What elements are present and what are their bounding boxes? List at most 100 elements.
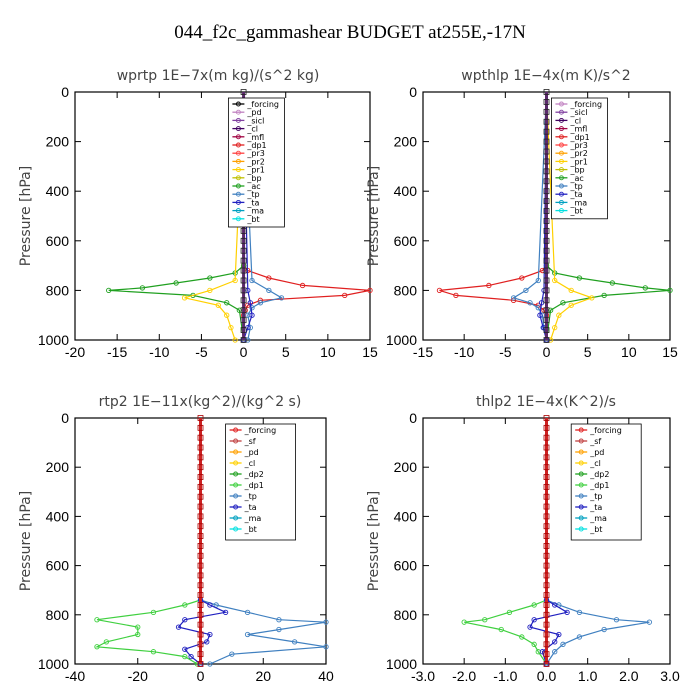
series-point [552, 639, 558, 645]
zero-profile-marker [543, 651, 550, 658]
legend-marker [235, 142, 241, 148]
series-point [609, 280, 616, 286]
legend-marker [235, 134, 241, 140]
series-point [568, 302, 574, 308]
x-tick-label: 5 [282, 344, 290, 360]
series-point [291, 639, 298, 645]
chart-panel-3: rtp2 1E−11x(kg^2)/(kg^2 s) Pressure [hPa]… [18, 394, 334, 684]
series-point [342, 292, 348, 299]
legend-label: _cl [569, 116, 581, 125]
legend-label: _sf [589, 437, 601, 446]
legend-label: _forcing [569, 100, 602, 109]
x-tick-label: 5 [584, 344, 592, 360]
x-tick-label: 15 [362, 344, 378, 360]
zero-profile-marker [543, 552, 550, 559]
series-point [103, 639, 110, 645]
zero-profile-marker [240, 267, 247, 274]
legend-box [225, 423, 297, 541]
zero-profile-marker [197, 523, 204, 530]
legend-label: _dp1 [244, 481, 264, 490]
series-point [537, 312, 543, 318]
legend-label: _pd [589, 448, 604, 457]
zero-profile-marker [543, 582, 550, 589]
legend-label: _dp1 [569, 133, 589, 142]
panel-title: wprtp 1E−7x(m kg)/(s^2 kg) [117, 68, 320, 84]
legend-marker [233, 482, 239, 488]
series-point [276, 626, 282, 633]
figure-title: 044_f2c_gammashear BUDGET at255E,-17N [174, 22, 526, 43]
legend-label: _mfl [569, 125, 587, 134]
zero-profile-marker [197, 562, 204, 569]
series-point [498, 626, 504, 633]
legend-label: _ac [246, 182, 260, 191]
y-axis-label: Pressure [hPa] [18, 491, 34, 591]
zero-profile-marker [543, 218, 550, 224]
series-point [249, 305, 255, 311]
legend-label: _ta [569, 190, 582, 199]
zero-profile-marker [543, 533, 550, 539]
x-tick-label: -20 [128, 668, 148, 684]
legend-marker [558, 158, 564, 164]
legend-label: _forcing [244, 426, 277, 435]
y-tick-label: 200 [394, 459, 418, 475]
zero-profile-marker [240, 337, 247, 343]
zero-profile-marker [197, 641, 204, 648]
zero-profile-marker [543, 148, 550, 155]
series-point [560, 300, 566, 306]
series-point [213, 602, 219, 608]
y-tick-label: 400 [46, 183, 70, 199]
legend-marker [235, 109, 241, 115]
x-tick-label: 20 [255, 668, 271, 684]
legend-marker [233, 427, 239, 433]
series-point [436, 287, 443, 294]
legend-marker [235, 183, 241, 189]
series-point [552, 649, 558, 655]
series-point [552, 602, 558, 608]
zero-profile-marker [197, 454, 204, 461]
series-point [576, 275, 583, 281]
x-tick-label: -5 [499, 344, 512, 360]
series-point [249, 277, 255, 284]
series-point [182, 617, 188, 623]
y-tick-label: 200 [46, 459, 70, 475]
series-point [232, 337, 238, 343]
legend-marker [578, 493, 584, 499]
x-tick-label: 15 [662, 344, 678, 360]
series-point [613, 617, 620, 623]
y-tick-label: 200 [46, 134, 70, 150]
zero-profile-marker [197, 543, 204, 549]
legend-label: _bt [246, 215, 259, 224]
series-point [535, 277, 541, 284]
series-point [367, 287, 373, 294]
legend-label: _ma [246, 207, 264, 216]
x-tick-label: -20 [65, 344, 85, 360]
series-point [531, 617, 537, 623]
zero-profile-marker [543, 503, 550, 510]
legend-label: _bt [589, 525, 602, 534]
legend-marker [233, 438, 239, 444]
series-point [564, 609, 570, 615]
legend-label: _sicl [569, 108, 587, 117]
legend-label: _bt [244, 525, 257, 534]
legend-marker [235, 191, 241, 197]
y-tick-label: 0 [409, 84, 417, 100]
zero-profile-marker [240, 277, 247, 284]
y-tick-label: 0 [409, 410, 417, 426]
zero-profile-marker [197, 621, 204, 628]
zero-profile-marker [197, 474, 204, 480]
series-point [94, 644, 100, 650]
zero-profile-marker [543, 208, 550, 214]
zero-profile-marker [543, 424, 550, 431]
zero-profile-marker [197, 592, 204, 599]
series-point [556, 312, 562, 318]
legend-label: _bt [569, 207, 582, 216]
zero-profile-marker [543, 297, 550, 304]
zero-profile-marker [240, 327, 247, 333]
legend-marker [233, 449, 239, 455]
series-point [576, 609, 583, 615]
series-point [589, 295, 595, 301]
series-point [245, 287, 251, 294]
legend-label: _ac [569, 174, 583, 183]
zero-profile-marker [240, 227, 247, 234]
